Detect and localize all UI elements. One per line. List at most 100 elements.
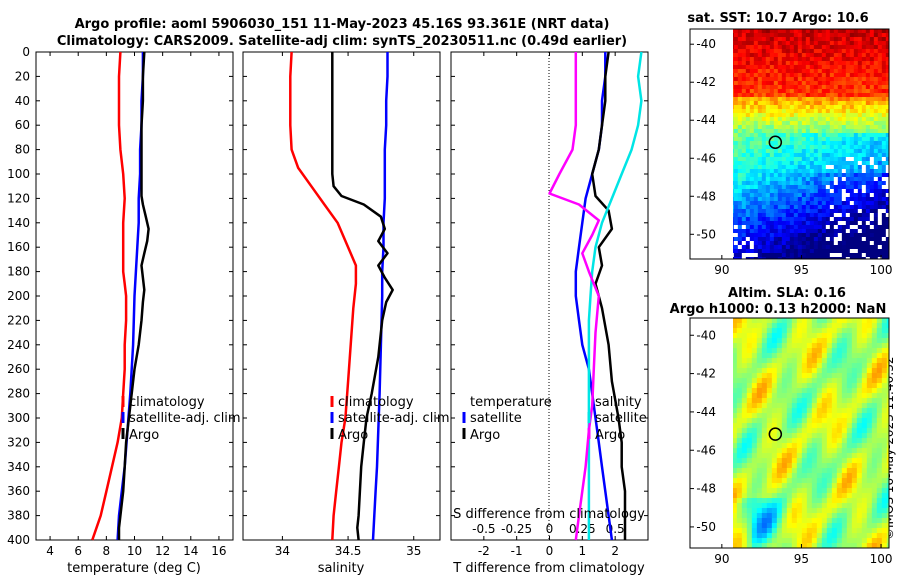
- heatmap-cell: [722, 478, 728, 484]
- heatmap-cell: [821, 133, 827, 138]
- heatmap-cell: [829, 41, 835, 46]
- heatmap-cell: [821, 508, 828, 514]
- heatmap-cell: [753, 113, 759, 118]
- heatmap-cell: [776, 338, 783, 344]
- heatmap-cell: [876, 418, 883, 424]
- heatmap-cell: [877, 185, 883, 190]
- legend-label-climatology: climatology: [338, 395, 414, 410]
- heatmap-cell: [837, 177, 843, 182]
- heatmap-cell: [736, 538, 743, 544]
- heatmap-cell: [837, 233, 843, 238]
- heatmap-cell: [801, 129, 807, 134]
- heatmap-cell: [845, 257, 851, 259]
- heatmap-cell: [821, 197, 827, 202]
- heatmap-cell: [761, 358, 768, 364]
- heatmap-cell: [886, 368, 889, 374]
- heatmap-cell: [737, 197, 743, 202]
- heatmap-cell: [722, 93, 727, 98]
- heatmap-cell: [771, 488, 778, 494]
- heatmap-cell: [722, 217, 727, 222]
- heatmap-cell: [856, 408, 863, 414]
- heatmap-cell: [722, 57, 727, 62]
- heatmap-cell: [769, 93, 775, 98]
- heatmap-cell: [781, 478, 788, 484]
- heatmap-cell: [881, 121, 887, 126]
- heatmap-cell: [789, 129, 795, 134]
- heatmap-cell: [829, 177, 835, 182]
- heatmap-cell: [741, 233, 747, 238]
- heatmap-cell: [746, 388, 753, 394]
- heatmap-cell: [805, 105, 811, 110]
- heatmap-cell: [817, 69, 823, 74]
- heatmap-cell: [769, 129, 775, 134]
- heatmap-cell: [829, 249, 835, 254]
- heatmap-cell: [745, 253, 751, 258]
- heatmap-cell: [857, 153, 863, 158]
- heatmap-cell: [751, 443, 758, 449]
- heatmap-cell: [841, 101, 847, 106]
- heatmap-cell: [781, 89, 787, 94]
- heatmap-cell: [881, 383, 888, 389]
- heatmap-cell: [877, 109, 883, 114]
- heatmap-cell: [801, 185, 807, 190]
- heatmap-cell: [745, 245, 751, 250]
- heatmap-cell: [881, 393, 888, 399]
- heatmap-cell: [746, 498, 753, 504]
- heatmap-cell: [801, 169, 807, 174]
- heatmap-cell: [853, 93, 859, 98]
- heatmap-cell: [833, 229, 839, 234]
- heatmap-cell: [749, 177, 755, 182]
- heatmap-cell: [722, 53, 727, 58]
- heatmap-cell: [796, 503, 803, 509]
- heatmap-cell: [773, 253, 779, 258]
- heatmap-cell: [817, 49, 823, 54]
- heatmap-cell: [769, 125, 775, 130]
- heatmap-cell: [886, 523, 889, 529]
- heatmap-cell: [781, 408, 788, 414]
- heatmap-cell: [753, 85, 759, 90]
- heatmap-cell: [751, 543, 758, 548]
- heatmap-cell: [756, 333, 763, 339]
- heatmap-cell: [736, 428, 743, 434]
- heatmap-cell: [746, 468, 753, 474]
- heatmap-cell: [873, 205, 879, 210]
- heatmap-cell: [797, 221, 803, 226]
- heatmap-cell: [826, 328, 833, 334]
- heatmap-cell: [825, 233, 831, 238]
- heatmap-cell: [746, 318, 753, 324]
- heatmap-cell: [801, 101, 807, 106]
- heatmap-cell: [856, 328, 863, 334]
- heatmap-cell: [837, 77, 843, 82]
- heatmap-cell: [765, 89, 771, 94]
- heatmap-cell: [861, 217, 867, 222]
- heatmap-cell: [806, 393, 813, 399]
- heatmap-cell: [741, 169, 747, 174]
- heatmap-cell: [796, 538, 803, 544]
- heatmap-cell: [773, 169, 779, 174]
- heatmap-cell: [751, 423, 758, 429]
- heatmap-cell: [785, 29, 791, 34]
- heatmap-cell: [806, 318, 813, 324]
- heatmap-cell: [853, 85, 859, 90]
- heatmap-cell: [741, 249, 747, 254]
- heatmap-cell: [846, 533, 853, 539]
- heatmap-cell: [826, 418, 833, 424]
- heatmap-cell: [793, 249, 799, 254]
- depth-tick-label: 300: [7, 411, 30, 425]
- heatmap-cell: [821, 105, 827, 110]
- heatmap-cell: [881, 93, 887, 98]
- heatmap-cell: [793, 221, 799, 226]
- heatmap-cell: [877, 169, 883, 174]
- heatmap-cell: [869, 33, 875, 38]
- heatmap-cell: [821, 193, 827, 198]
- heatmap-cell: [733, 237, 739, 242]
- heatmap-cell: [736, 513, 743, 519]
- heatmap-cell: [765, 221, 771, 226]
- heatmap-cell: [869, 221, 875, 226]
- heatmap-cell: [833, 81, 839, 86]
- heatmap-cell: [885, 85, 889, 90]
- heatmap-cell: [741, 37, 747, 42]
- heatmap-cell: [741, 498, 748, 504]
- heatmap-cell: [877, 209, 883, 214]
- heatmap-cell: [726, 45, 731, 50]
